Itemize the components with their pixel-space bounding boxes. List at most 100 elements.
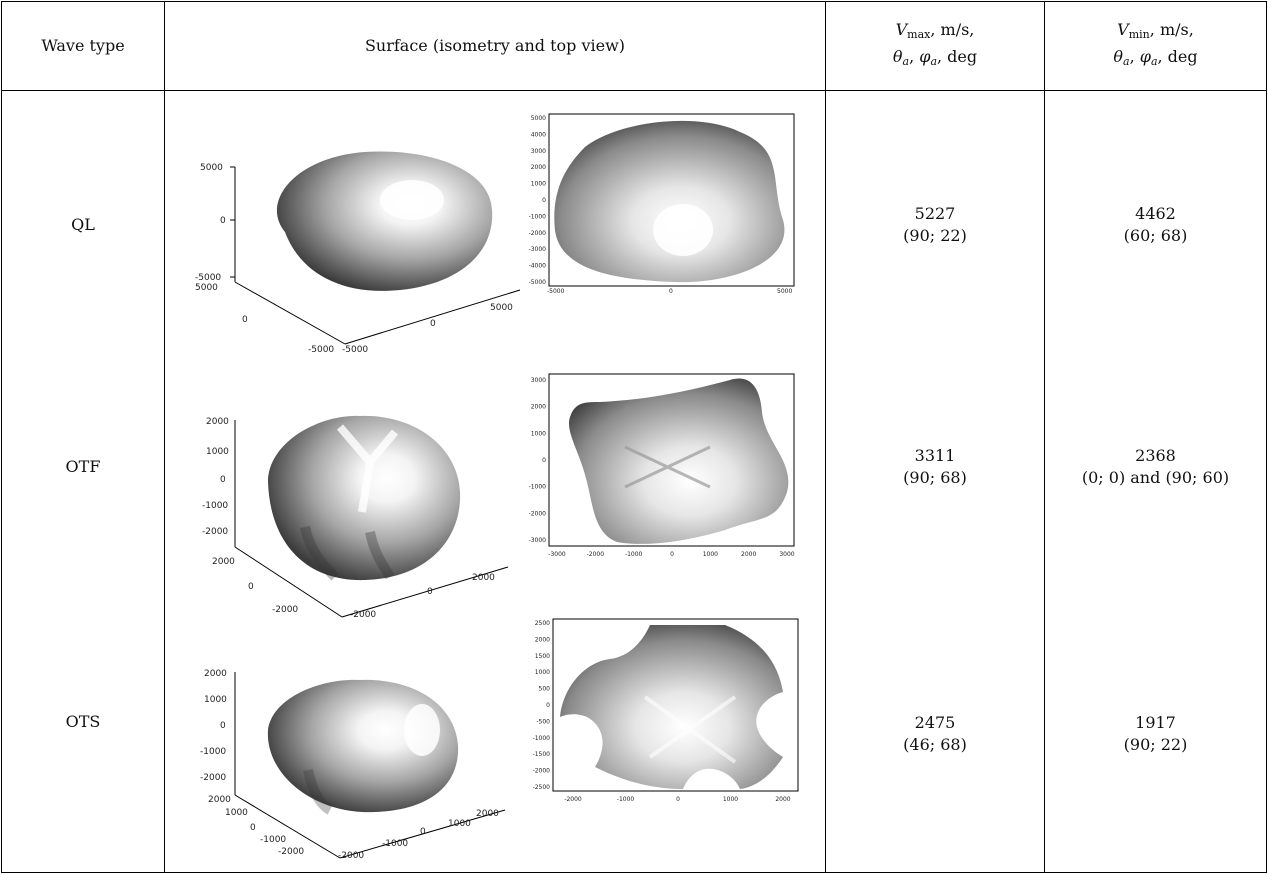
- ots-iso-x-tick-3: -1000: [260, 835, 286, 845]
- top-view-x-tick: -1000: [625, 551, 643, 558]
- top-view-y-tick: 0: [542, 197, 546, 204]
- ots-iso-z-tick-2: 0: [220, 721, 226, 731]
- col-divider-1: [164, 1, 165, 873]
- otf-iso-y-tick-1: 0: [427, 587, 433, 597]
- row-otf-vmax: 3311 (90; 68): [826, 437, 1044, 497]
- vmin-angles: (0; 0) and (90; 60): [1081, 468, 1230, 487]
- row-ql-vmin: 4462 (60; 68): [1045, 195, 1266, 255]
- top-view-y-tick: -2500: [533, 784, 551, 791]
- ots-iso-z-tick-4: -2000: [200, 773, 226, 783]
- otf-iso-z-tick-3: -1000: [202, 501, 228, 511]
- top-view-y-tick: 3000: [531, 148, 546, 155]
- header-separator: [1, 90, 1267, 91]
- ots-iso-y-tick-0: -2000: [338, 851, 364, 861]
- vmin-value: 4462: [1135, 204, 1176, 223]
- row-otf-wave-type: OTF: [2, 437, 164, 497]
- ots-iso-x-tick-1: 1000: [225, 808, 248, 818]
- table-top-border: [1, 1, 1267, 2]
- wave-type-ql: QL: [71, 215, 95, 234]
- top-view-y-tick: 5000: [531, 115, 546, 122]
- otf-iso-z-tick-0: 2000: [206, 417, 229, 427]
- top-view-y-tick: 0: [542, 457, 546, 464]
- ql-surface: [276, 151, 493, 291]
- row-ots-wave-type: OTS: [2, 692, 164, 752]
- top-view-x-tick: 2000: [775, 796, 790, 803]
- vmin-angles: (60; 68): [1123, 226, 1188, 245]
- ots-iso-z-tick-1: 1000: [204, 695, 227, 705]
- top-view-y-tick: 2500: [535, 620, 550, 627]
- wave-type-otf: OTF: [65, 457, 101, 476]
- top-view-x-tick: -2000: [587, 551, 605, 558]
- ql-isometric-plot: 5000 0 -5000 5000 0 -5000 -5000 0 5000: [190, 112, 530, 357]
- top-view-x-tick: 3000: [779, 551, 794, 558]
- top-view-y-tick: 2000: [531, 404, 546, 411]
- top-view-x-tick: 0: [676, 796, 680, 803]
- table-left-border: [1, 1, 2, 873]
- vmin-angles: (90; 22): [1123, 735, 1188, 754]
- otf-iso-z-tick-1: 1000: [206, 447, 229, 457]
- ql-top-view-plot: 5000 4000 3000 2000 1000 0 -1000 -2000 -3000 -400…: [525, 112, 800, 297]
- header-vmin-line2: θa, φa, deg: [1113, 47, 1198, 68]
- row-otf-vmin: 2368 (0; 0) and (90; 60): [1045, 437, 1266, 497]
- vmax-angles: (90; 68): [903, 468, 967, 487]
- otf-isometric-plot: 2000 1000 0 -1000 -2000 2000 0 -2000 -20…: [190, 402, 520, 627]
- table-bottom-border: [1, 872, 1267, 873]
- vmin-value: 1917: [1135, 713, 1176, 732]
- top-view-y-tick: -2000: [533, 768, 551, 775]
- ots-iso-y-tick-2: 0: [420, 827, 426, 837]
- header-vmax: Vmax, m/s, θa, φa, deg: [826, 2, 1044, 90]
- header-vmin-line1: Vmin, m/s,: [1117, 20, 1194, 41]
- top-view-y-tick: -2000: [529, 230, 547, 237]
- ql-iso-z-tick-1: 0: [220, 216, 226, 226]
- ql-iso-y-tick-1: 0: [430, 319, 436, 329]
- header-vmax-line2: θa, φa, deg: [892, 47, 978, 68]
- vmax-value: 5227: [914, 204, 956, 223]
- ots-iso-x-tick-4: -2000: [278, 847, 304, 857]
- ots-iso-y-tick-1: -1000: [382, 839, 408, 849]
- header-surface: Surface (isometry and top view): [165, 2, 825, 90]
- top-view-y-tick: -4000: [529, 263, 547, 270]
- top-view-y-tick: -1000: [533, 735, 551, 742]
- header-surface-label: Surface (isometry and top view): [364, 36, 626, 55]
- ql-top-x-tick-2: 5000: [777, 288, 792, 295]
- top-view-x-tick: 1000: [723, 796, 738, 803]
- top-view-y-tick: 1500: [535, 653, 550, 660]
- header-vmax-line1: Vmax, m/s,: [895, 20, 975, 41]
- ots-top-view-plot: 2500 2000 1500 1000 500 0 -500 -1000 -1500 -2000-…: [525, 617, 800, 807]
- vmax-value: 3311: [914, 446, 956, 465]
- vmax-angles: (46; 68): [903, 735, 967, 754]
- otf-iso-z-tick-4: -2000: [202, 527, 228, 537]
- row-ots-vmax: 2475 (46; 68): [826, 704, 1044, 764]
- otf-iso-z-tick-2: 0: [220, 475, 226, 485]
- ots-top-x-ticks: -2000 -1000 0 1000 2000: [564, 796, 791, 803]
- col-divider-2: [825, 1, 826, 873]
- row-ql-vmax: 5227 (90; 22): [826, 195, 1044, 255]
- top-view-y-tick: -3000: [529, 537, 547, 544]
- top-view-y-tick: 0: [546, 702, 550, 709]
- ots-iso-y-tick-3: 1000: [448, 819, 471, 829]
- otf-top-x-ticks: -3000 -2000 -1000 0 1000 2000 3000: [548, 551, 795, 558]
- otf-top-view-plot: 3000 2000 1000 0 -1000 -2000 -3000 -3000 -2000-…: [525, 372, 800, 572]
- top-view-y-tick: -3000: [529, 246, 547, 253]
- ql-iso-x-tick-2: -5000: [308, 345, 334, 355]
- top-view-x-tick: -3000: [548, 551, 566, 558]
- ql-iso-y-tick-0: -5000: [342, 345, 368, 355]
- top-view-y-tick: -5000: [529, 279, 547, 286]
- top-view-y-tick: -1500: [533, 751, 551, 758]
- top-view-y-tick: 1000: [535, 669, 550, 676]
- col-divider-3: [1044, 1, 1045, 873]
- ots-iso-z-tick-0: 2000: [204, 669, 227, 679]
- top-view-y-tick: 3000: [531, 377, 546, 384]
- top-view-y-tick: 4000: [531, 131, 546, 138]
- top-view-y-tick: -2000: [529, 510, 547, 517]
- top-view-y-tick: 1000: [531, 181, 546, 188]
- top-view-x-tick: 1000: [703, 551, 718, 558]
- top-view-y-tick: 2000: [535, 636, 550, 643]
- top-view-y-tick: 2000: [531, 164, 546, 171]
- header-wave-type-label: Wave type: [41, 36, 125, 55]
- header-wave-type: Wave type: [2, 2, 164, 90]
- top-view-x-tick: 0: [670, 551, 674, 558]
- top-view-x-tick: 2000: [741, 551, 756, 558]
- ots-isometric-plot: 2000 1000 0 -1000 -2000 2000 1000 0 -100…: [190, 660, 520, 865]
- top-view-y-tick: -1000: [529, 213, 547, 220]
